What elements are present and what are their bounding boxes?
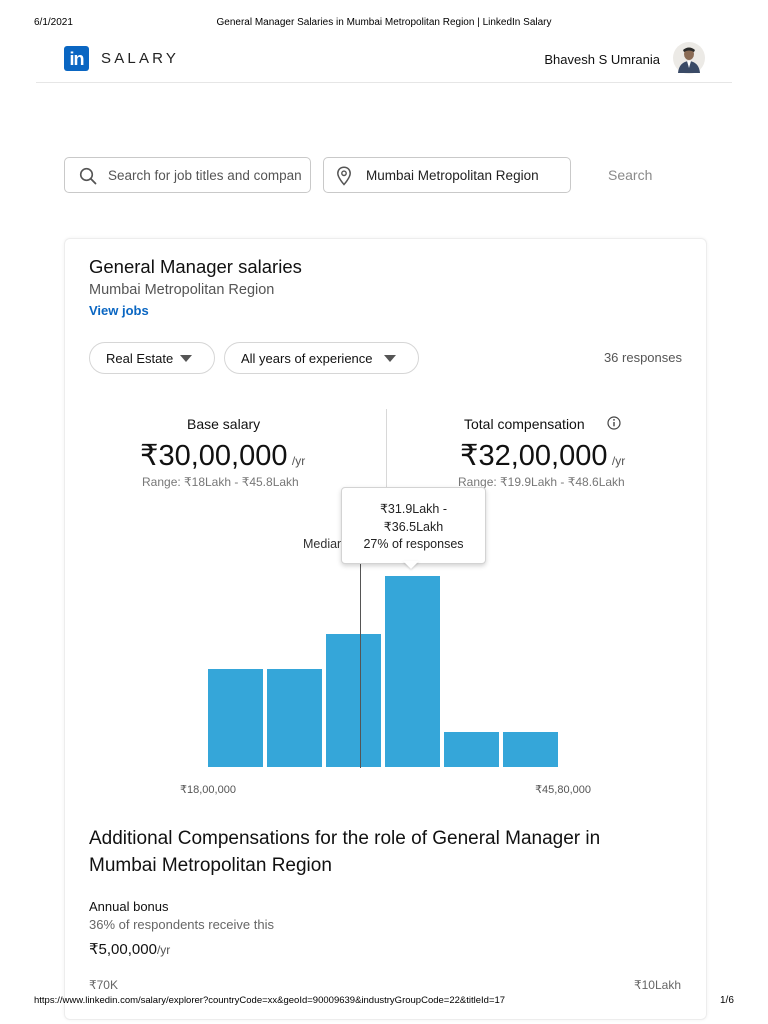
avatar[interactable] <box>673 42 705 74</box>
industry-filter-dropdown[interactable]: Real Estate <box>89 342 215 374</box>
base-salary-range: Range: ₹18Lakh - ₹45.8Lakh <box>142 475 299 489</box>
total-comp-unit: /yr <box>611 454 626 468</box>
location-search-box[interactable] <box>323 157 571 193</box>
median-label: Median <box>303 537 344 551</box>
header-divider <box>36 82 732 83</box>
location-subtitle: Mumbai Metropolitan Region <box>89 282 275 298</box>
chevron-down-icon <box>384 355 396 362</box>
base-salary-label: Base salary <box>187 416 261 432</box>
user-name[interactable]: Bhavesh S Umrania <box>544 52 660 67</box>
median-line <box>360 556 361 768</box>
tooltip-range-end: ₹36.5Lakh <box>383 520 444 534</box>
location-pin-icon <box>337 166 351 186</box>
tooltip-share: 27% of responses <box>363 537 464 551</box>
annual-bonus-unit: /yr <box>156 943 171 957</box>
annual-bonus-amount: ₹5,00,000/yr <box>89 940 170 958</box>
print-date: 6/1/2021 <box>34 17 73 28</box>
histogram-axis-max: ₹45,80,000 <box>535 784 591 796</box>
responses-count: 36 responses <box>603 350 682 365</box>
annual-bonus-label: Annual bonus <box>89 899 169 914</box>
histogram-bar[interactable] <box>326 634 381 767</box>
search-icon <box>79 167 97 185</box>
total-comp-amount: ₹32,00,000 /yr <box>460 438 625 473</box>
histogram-bar[interactable] <box>385 576 440 767</box>
print-url: https://www.linkedin.com/salary/explorer… <box>34 995 506 1006</box>
info-icon[interactable] <box>607 416 621 430</box>
histogram-bar[interactable] <box>208 669 263 767</box>
histogram-axis-min: ₹18,00,000 <box>180 784 236 796</box>
annual-bonus-value: ₹5,00,000 <box>89 941 157 958</box>
job-search-input[interactable] <box>108 158 306 192</box>
total-comp-value: ₹32,00,000 <box>460 440 608 472</box>
histogram-tooltip: ₹31.9Lakh - ₹36.5Lakh 27% of responses <box>341 487 486 564</box>
salary-card <box>64 238 707 1020</box>
histogram-bar[interactable] <box>267 669 322 767</box>
view-jobs-link[interactable]: View jobs <box>89 303 149 318</box>
base-salary-unit: /yr <box>291 454 306 468</box>
search-button[interactable]: Search <box>608 167 653 183</box>
app-name[interactable]: SALARY <box>101 50 180 67</box>
tooltip-range-start: ₹31.9Lakh - <box>379 502 448 516</box>
base-salary-value: ₹30,00,000 <box>140 440 288 472</box>
annual-bonus-max: ₹10Lakh <box>633 978 681 992</box>
chevron-down-icon <box>180 355 192 362</box>
industry-filter-label: Real Estate <box>106 351 174 366</box>
job-search-box[interactable] <box>64 157 311 193</box>
total-comp-label: Total compensation <box>464 416 585 432</box>
histogram-bar[interactable] <box>503 732 558 767</box>
annual-bonus-min: ₹70K <box>89 978 118 992</box>
linkedin-logo[interactable]: in <box>64 46 89 71</box>
total-comp-range: Range: ₹19.9Lakh - ₹48.6Lakh <box>458 475 625 489</box>
base-salary-amount: ₹30,00,000 /yr <box>140 438 305 473</box>
additional-comp-title: Additional Compensations for the role of… <box>89 828 601 876</box>
compensation-divider <box>386 409 387 494</box>
print-page-number: 1/6 <box>720 995 734 1006</box>
location-input[interactable] <box>366 158 544 192</box>
tooltip-arrow <box>403 561 419 569</box>
experience-filter-label: All years of experience <box>241 351 373 366</box>
experience-filter-dropdown[interactable]: All years of experience <box>224 342 419 374</box>
page-title: General Manager salaries <box>89 256 302 277</box>
annual-bonus-share: 36% of respondents receive this <box>89 917 274 932</box>
print-page-title: General Manager Salaries in Mumbai Metro… <box>216 17 552 28</box>
histogram-bar[interactable] <box>444 732 499 767</box>
